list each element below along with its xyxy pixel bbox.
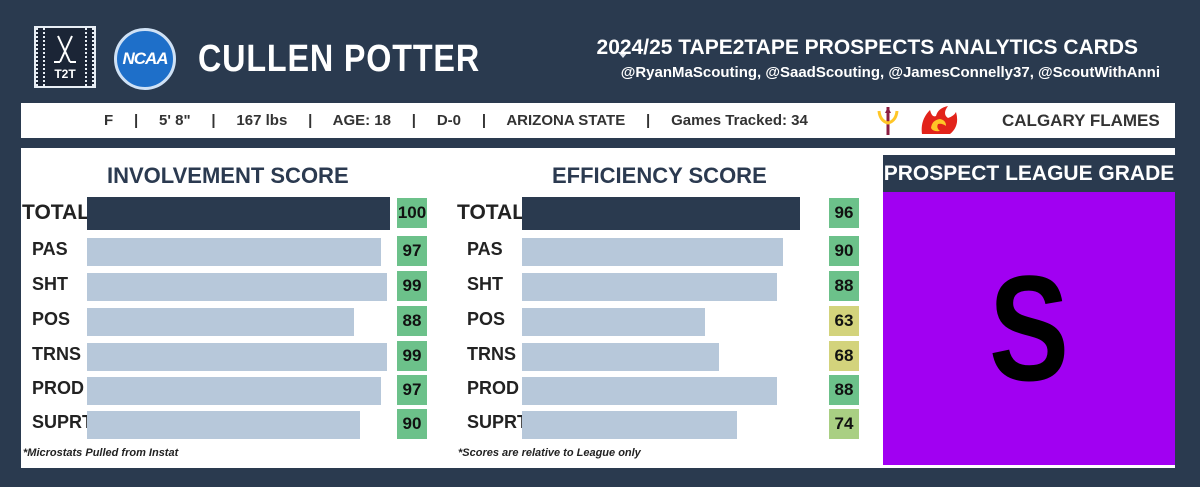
- involvement-title: INVOLVEMENT SCORE: [107, 163, 349, 188]
- t2t-logo-text: T2T: [54, 67, 76, 81]
- involvement-label-total: TOTAL: [22, 201, 91, 224]
- t2t-logo: T2T: [34, 26, 96, 88]
- involvement-bar-sht: [87, 273, 387, 301]
- efficiency-label-pas: PAS: [467, 239, 503, 259]
- efficiency-bar-trns: [522, 343, 719, 371]
- player-dropdown-icon[interactable]: [618, 52, 628, 58]
- credits: @RyanMaScouting, @SaadScouting, @JamesCo…: [620, 64, 1160, 81]
- involvement-label-sht: SHT: [32, 274, 68, 294]
- efficiency-footnote: *Scores are relative to League only: [458, 447, 641, 459]
- efficiency-score-prod: 88: [829, 375, 859, 405]
- involvement-score-suprt: 90: [397, 409, 427, 439]
- efficiency-bar-suprt: [522, 411, 737, 439]
- involvement-label-pas: PAS: [32, 239, 68, 259]
- involvement-score-prod: 97: [397, 375, 427, 405]
- efficiency-bar-prod: [522, 377, 777, 405]
- efficiency-score-trns: 68: [829, 341, 859, 371]
- involvement-score-pos: 88: [397, 306, 427, 336]
- involvement-bar-pas: [87, 238, 381, 266]
- film-rail-left: [36, 28, 45, 86]
- involvement-footnote: *Microstats Pulled from Instat: [23, 447, 179, 459]
- involvement-label-pos: POS: [32, 309, 71, 329]
- efficiency-bar-pos: [522, 308, 705, 336]
- efficiency-score-sht: 88: [829, 271, 859, 301]
- asu-pitchfork-icon: [877, 107, 899, 135]
- efficiency-bar-total: [522, 197, 800, 230]
- efficiency-label-total: TOTAL: [457, 201, 526, 224]
- efficiency-label-pos: POS: [467, 309, 506, 329]
- involvement-bar-trns: [87, 343, 387, 371]
- grade-header: PROSPECT LEAGUE GRADE: [883, 155, 1175, 192]
- efficiency-label-trns: TRNS: [467, 344, 516, 364]
- player-info-text: F | 5' 8" | 167 lbs | AGE: 18 | D-0 | AR…: [104, 112, 808, 129]
- efficiency-bar-sht: [522, 273, 777, 301]
- involvement-score-pas: 97: [397, 236, 427, 266]
- hockey-sticks-icon: [54, 35, 76, 63]
- involvement-bar-prod: [87, 377, 381, 405]
- involvement-label-trns: TRNS: [32, 344, 81, 364]
- involvement-label-prod: PROD: [32, 378, 85, 398]
- involvement-label-suprt: SUPRT: [32, 412, 94, 432]
- info-bar: [21, 103, 1175, 138]
- card-title: 2024/25 TAPE2TAPE PROSPECTS ANALYTICS CA…: [596, 36, 1138, 59]
- involvement-bar-pos: [87, 308, 354, 336]
- efficiency-bar-pas: [522, 238, 783, 266]
- calgary-flames-logo-icon: [921, 106, 958, 134]
- grade-panel: S: [883, 192, 1175, 465]
- efficiency-score-pos: 63: [829, 306, 859, 336]
- efficiency-label-sht: SHT: [467, 274, 503, 294]
- film-rail-right: [85, 28, 94, 86]
- grade-letter: S: [988, 244, 1070, 412]
- ncaa-logo-text: NCAA: [122, 49, 168, 68]
- player-name: CULLEN POTTER: [198, 38, 481, 80]
- involvement-score-trns: 99: [397, 341, 427, 371]
- efficiency-score-total: 96: [829, 198, 859, 228]
- efficiency-label-prod: PROD: [467, 378, 520, 398]
- efficiency-score-pas: 90: [829, 236, 859, 266]
- involvement-score-total: 100: [397, 198, 427, 228]
- efficiency-label-suprt: SUPRT: [467, 412, 529, 432]
- ncaa-logo: NCAA: [114, 28, 176, 90]
- efficiency-title: EFFICIENCY SCORE: [552, 163, 767, 188]
- nhl-team-name: CALGARY FLAMES: [1002, 111, 1160, 130]
- involvement-bar-total: [87, 197, 390, 230]
- efficiency-score-suprt: 74: [829, 409, 859, 439]
- involvement-score-sht: 99: [397, 271, 427, 301]
- involvement-bar-suprt: [87, 411, 360, 439]
